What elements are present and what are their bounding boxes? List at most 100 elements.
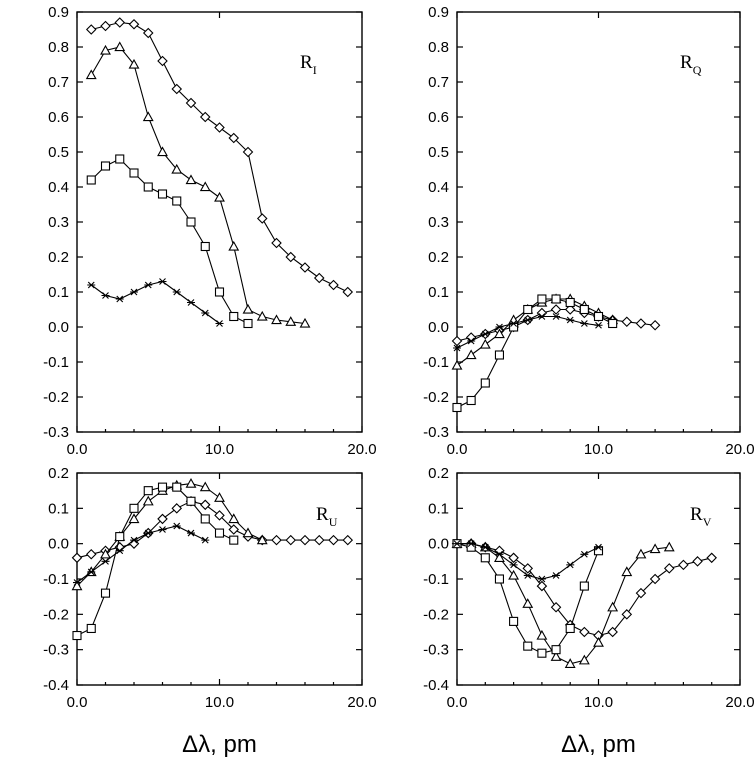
data-point-square — [565, 623, 575, 634]
data-point-star — [509, 320, 518, 327]
data-point-star — [201, 536, 210, 544]
data-point-diamond — [214, 510, 225, 521]
data-point-triangle — [228, 240, 240, 251]
data-point-square — [593, 311, 604, 322]
x-tick-label: 10.0 — [205, 441, 234, 458]
y-tick-label: -0.2 — [423, 389, 449, 406]
data-point-square — [551, 645, 561, 655]
data-point-diamond — [621, 609, 633, 620]
data-point-diamond — [649, 573, 661, 585]
data-point-diamond — [451, 335, 463, 347]
data-point-star — [130, 536, 138, 544]
data-point-triangle — [157, 146, 168, 157]
data-point-square — [537, 648, 547, 658]
y-tick-label: 0.5 — [48, 144, 69, 161]
series-diamond — [451, 304, 661, 347]
data-point-star — [467, 540, 476, 548]
data-point-triangle — [185, 174, 197, 185]
data-point-triangle — [199, 181, 211, 192]
y-tick-label: -0.1 — [43, 571, 69, 588]
data-point-diamond — [242, 146, 254, 158]
y-tick-label: -0.4 — [423, 677, 449, 694]
data-point-triangle — [451, 359, 463, 370]
y-tick-label: -0.2 — [43, 606, 69, 623]
data-point-square — [172, 482, 182, 492]
data-point-square — [157, 189, 168, 199]
y-tick-label: 0.2 — [428, 249, 449, 266]
data-point-star — [87, 568, 96, 576]
y-tick-label: 0.2 — [48, 465, 69, 482]
series-line — [76, 525, 206, 583]
data-point-diamond — [199, 499, 211, 511]
data-point-star — [594, 543, 603, 551]
data-point-diamond — [649, 319, 661, 331]
data-point-star — [566, 561, 575, 569]
data-point-diamond — [313, 534, 325, 546]
series-diamond — [451, 538, 717, 641]
panel-label: RI — [300, 52, 317, 77]
data-point-star — [158, 526, 167, 533]
plot-frame — [76, 11, 363, 433]
panel-label: RV — [690, 504, 712, 529]
data-point-square — [523, 641, 533, 651]
x-tick-label: 20.0 — [347, 694, 376, 711]
series-star — [73, 522, 210, 586]
data-point-diamond — [142, 27, 154, 39]
data-point-diamond — [550, 304, 562, 315]
series-star — [87, 278, 224, 327]
data-point-diamond — [342, 534, 354, 546]
data-point-star — [158, 278, 167, 285]
data-point-star — [115, 547, 124, 555]
x-tick-label: 0.0 — [67, 441, 88, 458]
data-point-star — [201, 309, 210, 317]
data-point-triangle — [465, 349, 477, 360]
data-point-star — [580, 550, 589, 558]
data-point-triangle — [128, 513, 140, 524]
data-point-triangle — [71, 580, 83, 591]
data-point-diamond — [271, 237, 282, 249]
data-point-star — [453, 344, 461, 352]
y-tick-label: 0.9 — [48, 4, 69, 21]
series-line — [457, 543, 599, 580]
series-line — [457, 543, 670, 665]
data-point-diamond — [621, 316, 633, 328]
data-point-star — [495, 550, 504, 558]
data-point-square — [509, 616, 519, 626]
y-tick-label: -0.3 — [423, 642, 449, 659]
data-point-triangle — [242, 303, 254, 314]
data-point-diamond — [271, 534, 282, 546]
y-tick-label: -0.4 — [43, 677, 69, 694]
series-square — [452, 294, 618, 413]
x-tick-label: 20.0 — [725, 694, 754, 711]
data-point-diamond — [663, 563, 675, 574]
data-point-square — [143, 182, 153, 192]
series-triangle — [85, 41, 311, 328]
data-point-square — [86, 623, 96, 634]
y-tick-label: 0.2 — [48, 249, 69, 266]
data-point-star — [523, 572, 532, 579]
panel-r-i: -0.3 -0.2 -0.1 0.0 0.1 0.2 0.3 0.4 0.5 0.6 0.7 0.8 0… — [43, 4, 376, 458]
data-point-triangle — [578, 654, 590, 665]
series-line — [90, 46, 306, 325]
data-point-diamond — [299, 534, 311, 546]
data-point-square — [579, 581, 589, 591]
data-point-triangle — [142, 495, 154, 506]
x-tick-label: 10.0 — [584, 694, 613, 711]
data-point-square — [480, 378, 490, 388]
data-point-star — [467, 337, 476, 345]
data-point-square — [480, 553, 490, 563]
y-tick-label: 0.1 — [48, 500, 69, 517]
data-point-diamond — [285, 251, 297, 263]
y-tick-label: 0.0 — [428, 536, 449, 553]
x-tick-label: 20.0 — [347, 441, 376, 458]
y-tick-label: 0.0 — [48, 319, 69, 336]
data-point-triangle — [142, 111, 154, 122]
series-square — [86, 154, 253, 329]
data-point-square — [200, 241, 210, 252]
y-tick-label: -0.3 — [43, 424, 69, 441]
data-point-triangle — [494, 328, 505, 339]
data-point-diamond — [214, 122, 225, 133]
y-tick-label: -0.1 — [43, 354, 69, 371]
series-line — [76, 483, 263, 587]
data-point-triangle — [85, 69, 97, 80]
